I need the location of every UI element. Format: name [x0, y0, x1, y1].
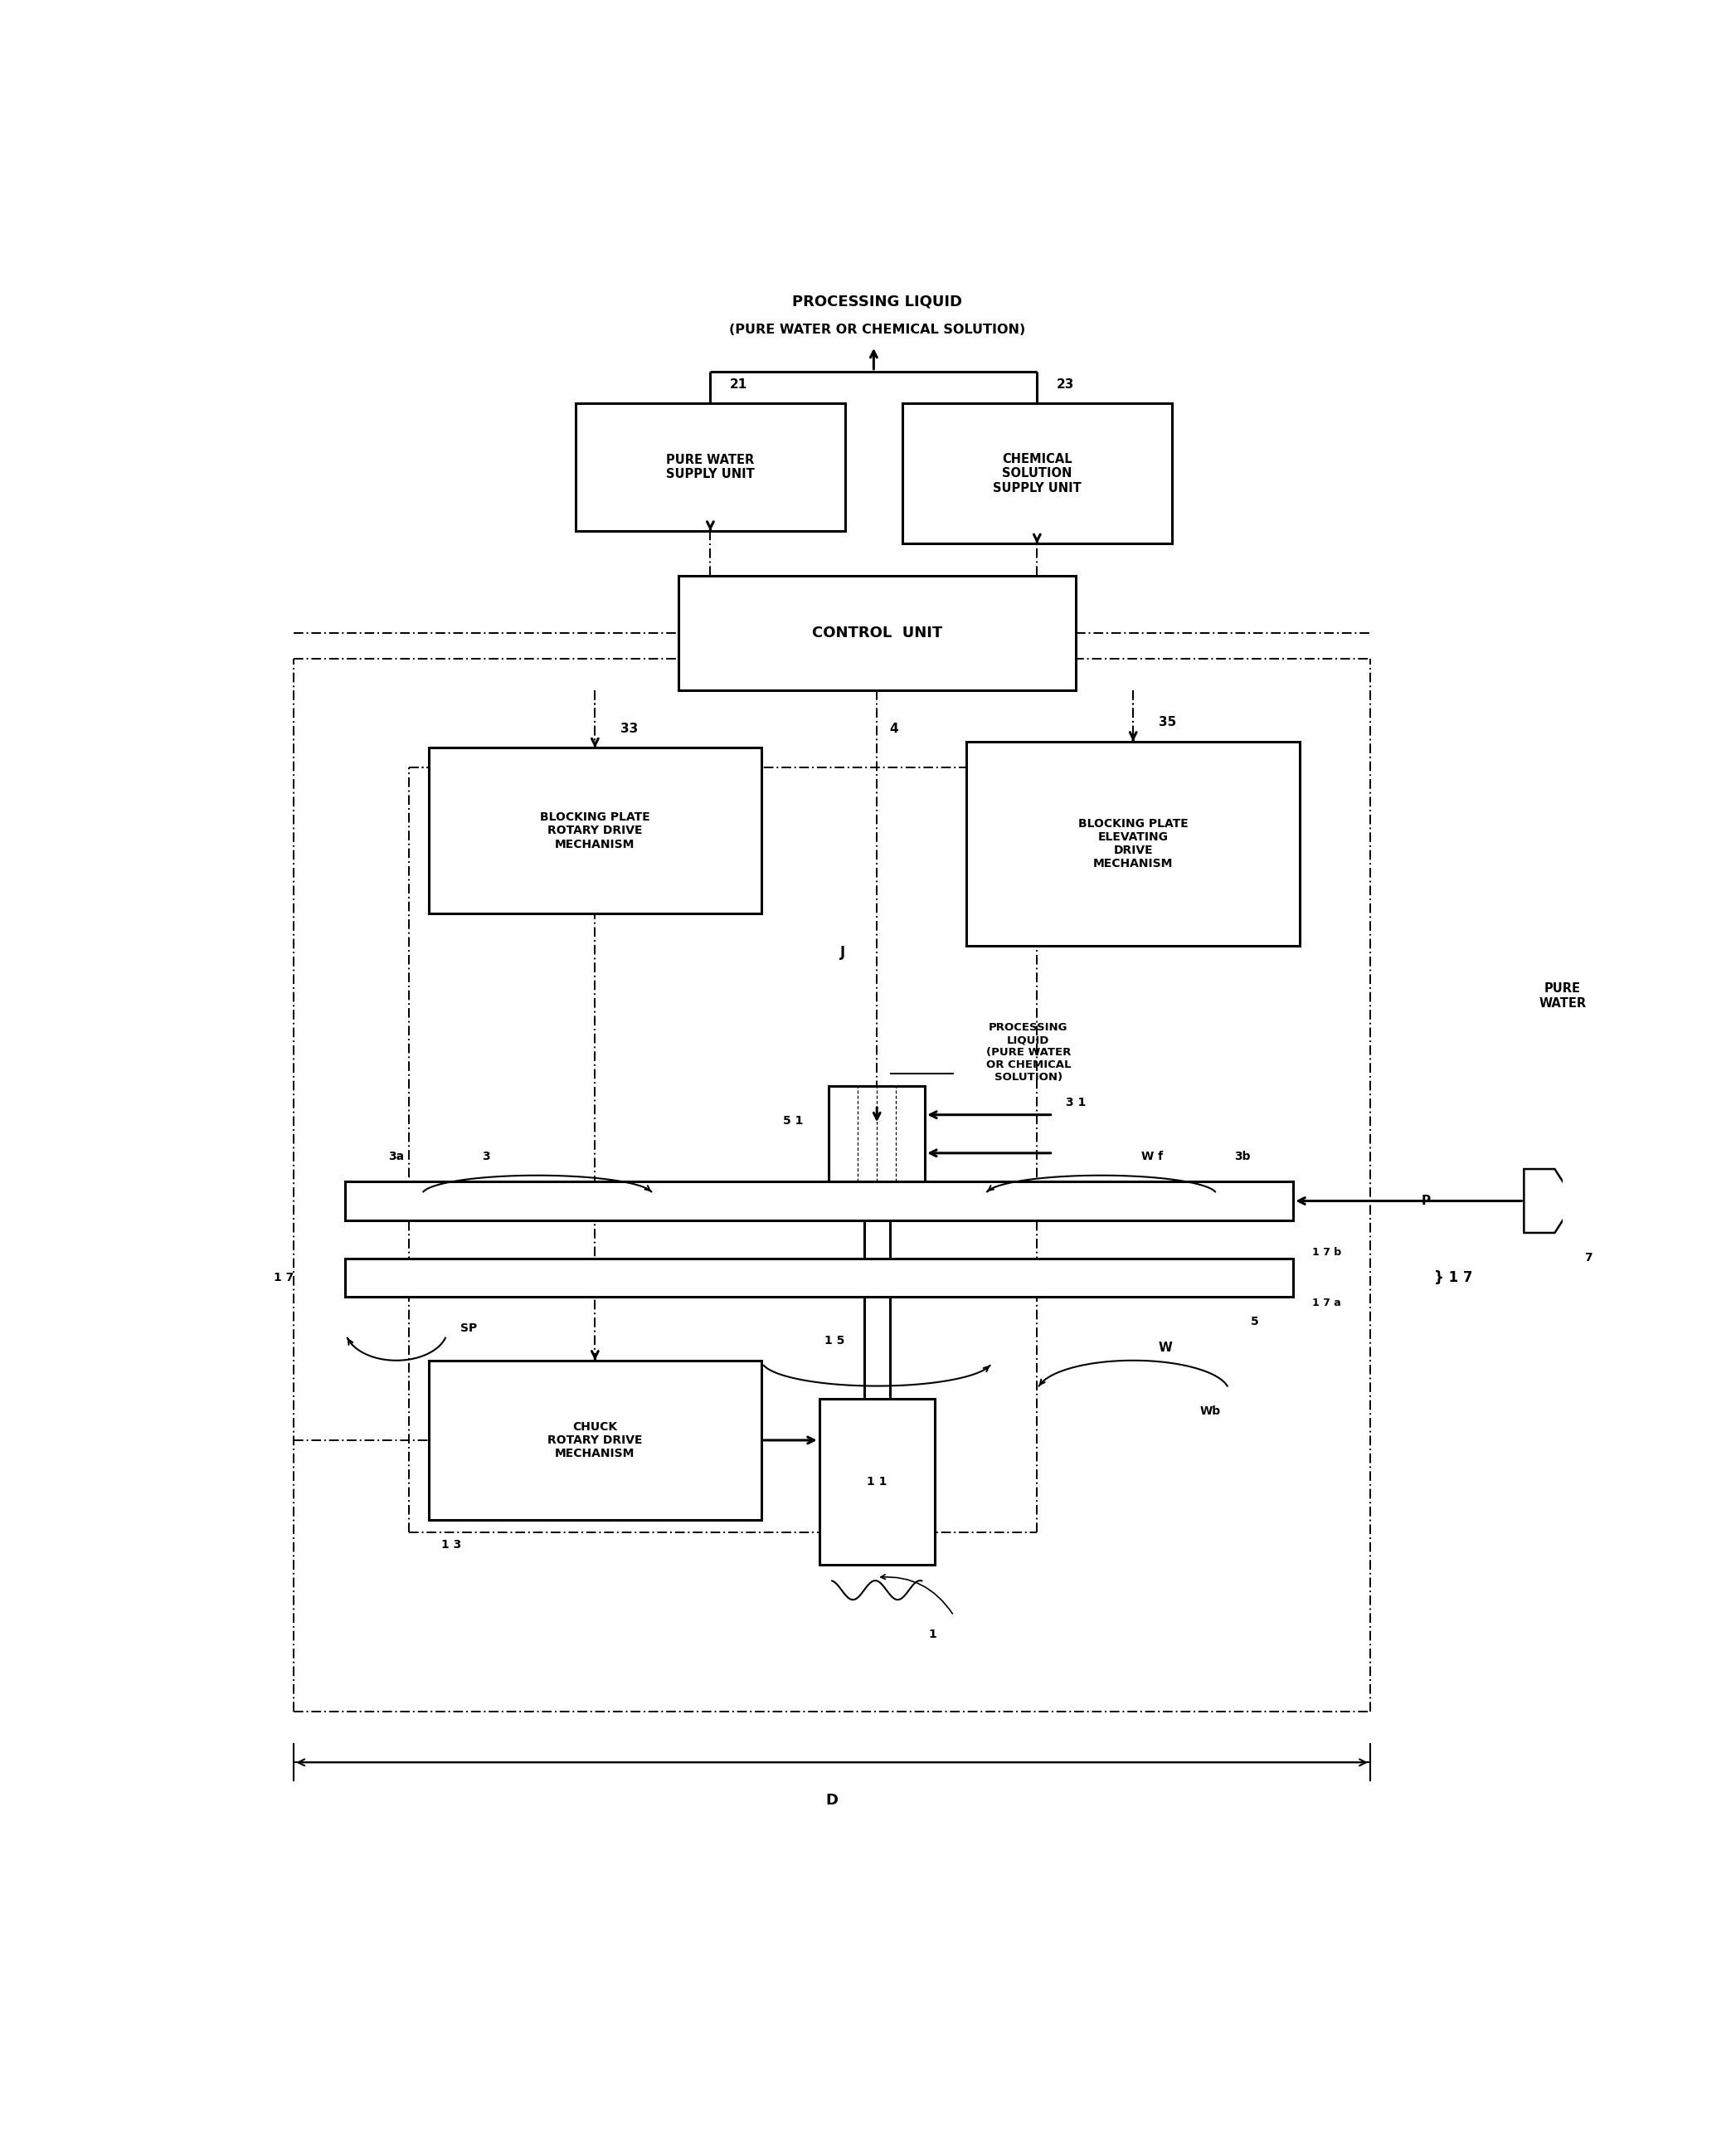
Text: 1 7 b: 1 7 b: [1312, 1246, 1342, 1257]
FancyBboxPatch shape: [828, 1086, 925, 1182]
Text: P: P: [1422, 1195, 1430, 1208]
Text: PURE
WATER: PURE WATER: [1538, 983, 1587, 1009]
Text: CHEMICAL
SOLUTION
SUPPLY UNIT: CHEMICAL SOLUTION SUPPLY UNIT: [993, 453, 1082, 494]
FancyBboxPatch shape: [1575, 1176, 1608, 1227]
Text: J: J: [840, 945, 845, 960]
Text: 1 1: 1 1: [866, 1475, 887, 1488]
FancyBboxPatch shape: [819, 1398, 934, 1565]
Text: 3: 3: [483, 1150, 490, 1163]
FancyBboxPatch shape: [967, 742, 1300, 945]
Text: BLOCKING PLATE
ROTARY DRIVE
MECHANISM: BLOCKING PLATE ROTARY DRIVE MECHANISM: [540, 812, 649, 851]
Text: W: W: [1158, 1341, 1172, 1353]
Text: 1 3: 1 3: [441, 1539, 462, 1550]
Text: 4: 4: [891, 723, 899, 735]
Text: 5: 5: [1252, 1315, 1259, 1328]
Text: Wb: Wb: [1200, 1405, 1220, 1417]
Text: 23: 23: [1055, 378, 1075, 391]
FancyBboxPatch shape: [345, 1182, 1293, 1221]
Text: 7: 7: [1583, 1253, 1592, 1264]
FancyBboxPatch shape: [903, 404, 1172, 543]
Text: 35: 35: [1160, 716, 1177, 729]
Text: 3 1: 3 1: [1066, 1097, 1087, 1107]
Text: CHUCK
ROTARY DRIVE
MECHANISM: CHUCK ROTARY DRIVE MECHANISM: [547, 1422, 642, 1460]
FancyBboxPatch shape: [345, 1259, 1293, 1296]
Text: } 1 7: } 1 7: [1434, 1270, 1472, 1285]
Text: (PURE WATER OR CHEMICAL SOLUTION): (PURE WATER OR CHEMICAL SOLUTION): [729, 323, 1024, 336]
Text: 1 7 a: 1 7 a: [1312, 1298, 1342, 1308]
Text: W f: W f: [1142, 1150, 1163, 1163]
Text: 33: 33: [621, 723, 639, 735]
Text: PROCESSING LIQUID: PROCESSING LIQUID: [792, 293, 962, 308]
Text: 5 1: 5 1: [783, 1116, 804, 1127]
Text: CONTROL  UNIT: CONTROL UNIT: [812, 626, 943, 641]
Text: 3b: 3b: [1234, 1150, 1250, 1163]
Text: BLOCKING PLATE
ELEVATING
DRIVE
MECHANISM: BLOCKING PLATE ELEVATING DRIVE MECHANISM: [1078, 817, 1187, 870]
Text: D: D: [826, 1794, 838, 1809]
FancyBboxPatch shape: [429, 1360, 762, 1520]
Text: 1: 1: [929, 1629, 936, 1640]
FancyBboxPatch shape: [679, 575, 1076, 691]
FancyBboxPatch shape: [429, 748, 762, 913]
Text: 1 7: 1 7: [274, 1272, 293, 1283]
Text: 1 5: 1 5: [825, 1334, 845, 1347]
Text: PROCESSING
LIQUID
(PURE WATER
OR CHEMICAL
SOLUTION): PROCESSING LIQUID (PURE WATER OR CHEMICA…: [986, 1022, 1071, 1082]
FancyBboxPatch shape: [576, 404, 845, 530]
Text: PURE WATER
SUPPLY UNIT: PURE WATER SUPPLY UNIT: [667, 453, 755, 481]
Text: 3a: 3a: [389, 1150, 404, 1163]
Text: 21: 21: [729, 378, 746, 391]
Text: SP: SP: [460, 1321, 477, 1334]
